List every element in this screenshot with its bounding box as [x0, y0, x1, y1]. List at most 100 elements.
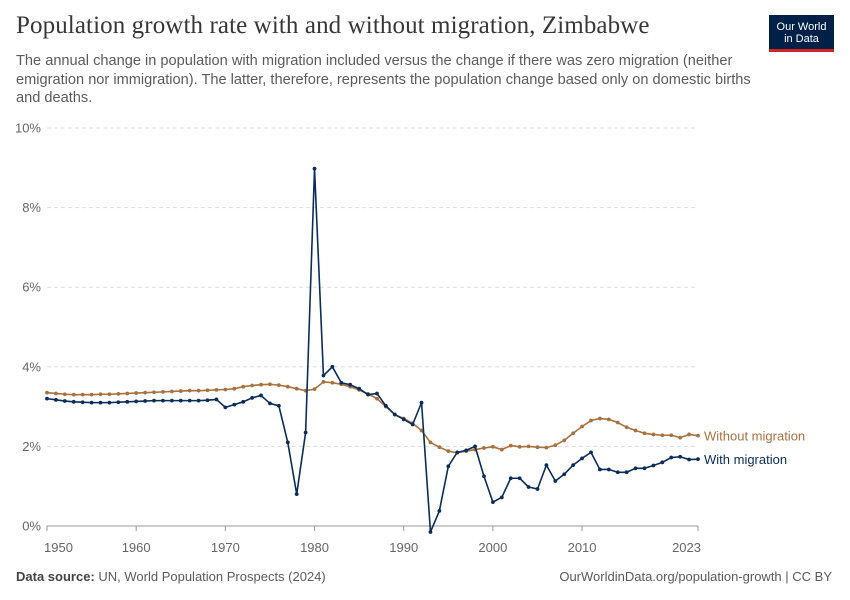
x-axis: 1950 1960 1970 1980 1990 2000 2010 2023 [44, 525, 701, 555]
data-point [553, 479, 558, 483]
data-point [428, 530, 433, 534]
data-point [473, 444, 477, 449]
x-tick-label: 2010 [568, 540, 597, 555]
data-point [571, 463, 576, 468]
series-label: Without migration [704, 429, 805, 444]
data-point [71, 399, 76, 404]
data-point [98, 392, 103, 397]
source-url[interactable]: OurWorldinData.org/population-growth | C… [559, 569, 832, 584]
data-point [482, 474, 486, 479]
data-point [107, 392, 112, 397]
data-point [392, 412, 397, 417]
data-point [259, 382, 263, 387]
data-point [571, 431, 576, 436]
data-point [330, 380, 335, 385]
data-point [419, 428, 424, 433]
grid-lines [47, 127, 698, 447]
x-tick-label: 1950 [44, 540, 73, 555]
data-point [321, 373, 326, 378]
series-with-migration [45, 166, 700, 534]
data-point [482, 446, 486, 450]
logo-line1: Our World [776, 21, 827, 33]
data-point [615, 470, 620, 475]
data-point [294, 386, 299, 391]
x-tick-label: 2023 [672, 540, 701, 555]
data-point [54, 397, 58, 402]
data-point [544, 445, 549, 450]
data-point [544, 463, 549, 468]
data-point [169, 398, 174, 403]
data-point [125, 391, 130, 396]
data-point [152, 390, 156, 395]
data-point [285, 384, 290, 389]
data-point [134, 399, 139, 404]
data-point [624, 470, 629, 475]
x-tick-label: 2000 [478, 540, 507, 555]
data-point [633, 466, 638, 471]
data-point [375, 391, 379, 396]
data-point [696, 457, 700, 462]
data-point [116, 391, 121, 396]
owid-logo[interactable]: Our World in Data [769, 15, 834, 52]
data-point [375, 396, 379, 401]
data-point [71, 392, 76, 397]
data-point [678, 454, 683, 459]
data-point [330, 364, 335, 369]
data-point [615, 420, 620, 425]
data-point [62, 392, 67, 397]
data-point [205, 388, 210, 393]
series-labels: Without migration With migration [704, 429, 805, 467]
y-tick-label: 8% [22, 200, 41, 215]
line-chart: 0% 2% 4% 6% 8% 10% 1950 1960 1970 1980 1990 2000 20… [15, 121, 805, 556]
data-point [446, 464, 451, 469]
data-point [339, 380, 344, 385]
data-point [214, 397, 219, 402]
data-point [651, 463, 656, 468]
data-point [455, 450, 460, 455]
data-point [169, 389, 174, 394]
data-point [589, 450, 593, 455]
data-point [687, 457, 691, 462]
data-point [535, 445, 540, 450]
data-point [490, 500, 495, 505]
series-without-migration [45, 380, 700, 455]
data-point [250, 383, 255, 388]
data-point [696, 433, 700, 438]
source-text: UN, World Population Prospects (2024) [98, 569, 326, 584]
data-point [598, 416, 602, 421]
data-point [669, 433, 674, 438]
series-line [46, 167, 699, 533]
data-point [642, 431, 647, 436]
data-point [562, 438, 567, 443]
data-point [134, 391, 139, 395]
data-point [89, 392, 94, 397]
data-point [276, 383, 281, 388]
data-point [633, 428, 638, 433]
data-point [499, 495, 504, 500]
data-point [187, 388, 192, 393]
data-point [143, 390, 148, 395]
data-point [125, 399, 130, 404]
data-point [490, 444, 495, 449]
data-point [669, 455, 674, 460]
data-point [517, 476, 522, 481]
data-point [419, 400, 424, 405]
data-point [143, 399, 148, 403]
data-point [80, 400, 85, 405]
data-point [196, 398, 201, 403]
x-tick-label: 1980 [300, 540, 329, 555]
data-point [80, 392, 85, 397]
logo-line2: in Data [784, 33, 819, 45]
data-point [312, 166, 317, 171]
source-label: Data source: [16, 569, 95, 584]
data-point [303, 430, 308, 435]
data-point [526, 485, 531, 489]
series-lines [45, 166, 700, 534]
series-label: With migration [704, 452, 787, 467]
data-point [437, 508, 442, 513]
data-point [223, 387, 228, 392]
y-tick-label: 10% [15, 121, 41, 136]
data-point [161, 398, 165, 403]
data-point [651, 432, 656, 437]
data-point [45, 390, 49, 395]
